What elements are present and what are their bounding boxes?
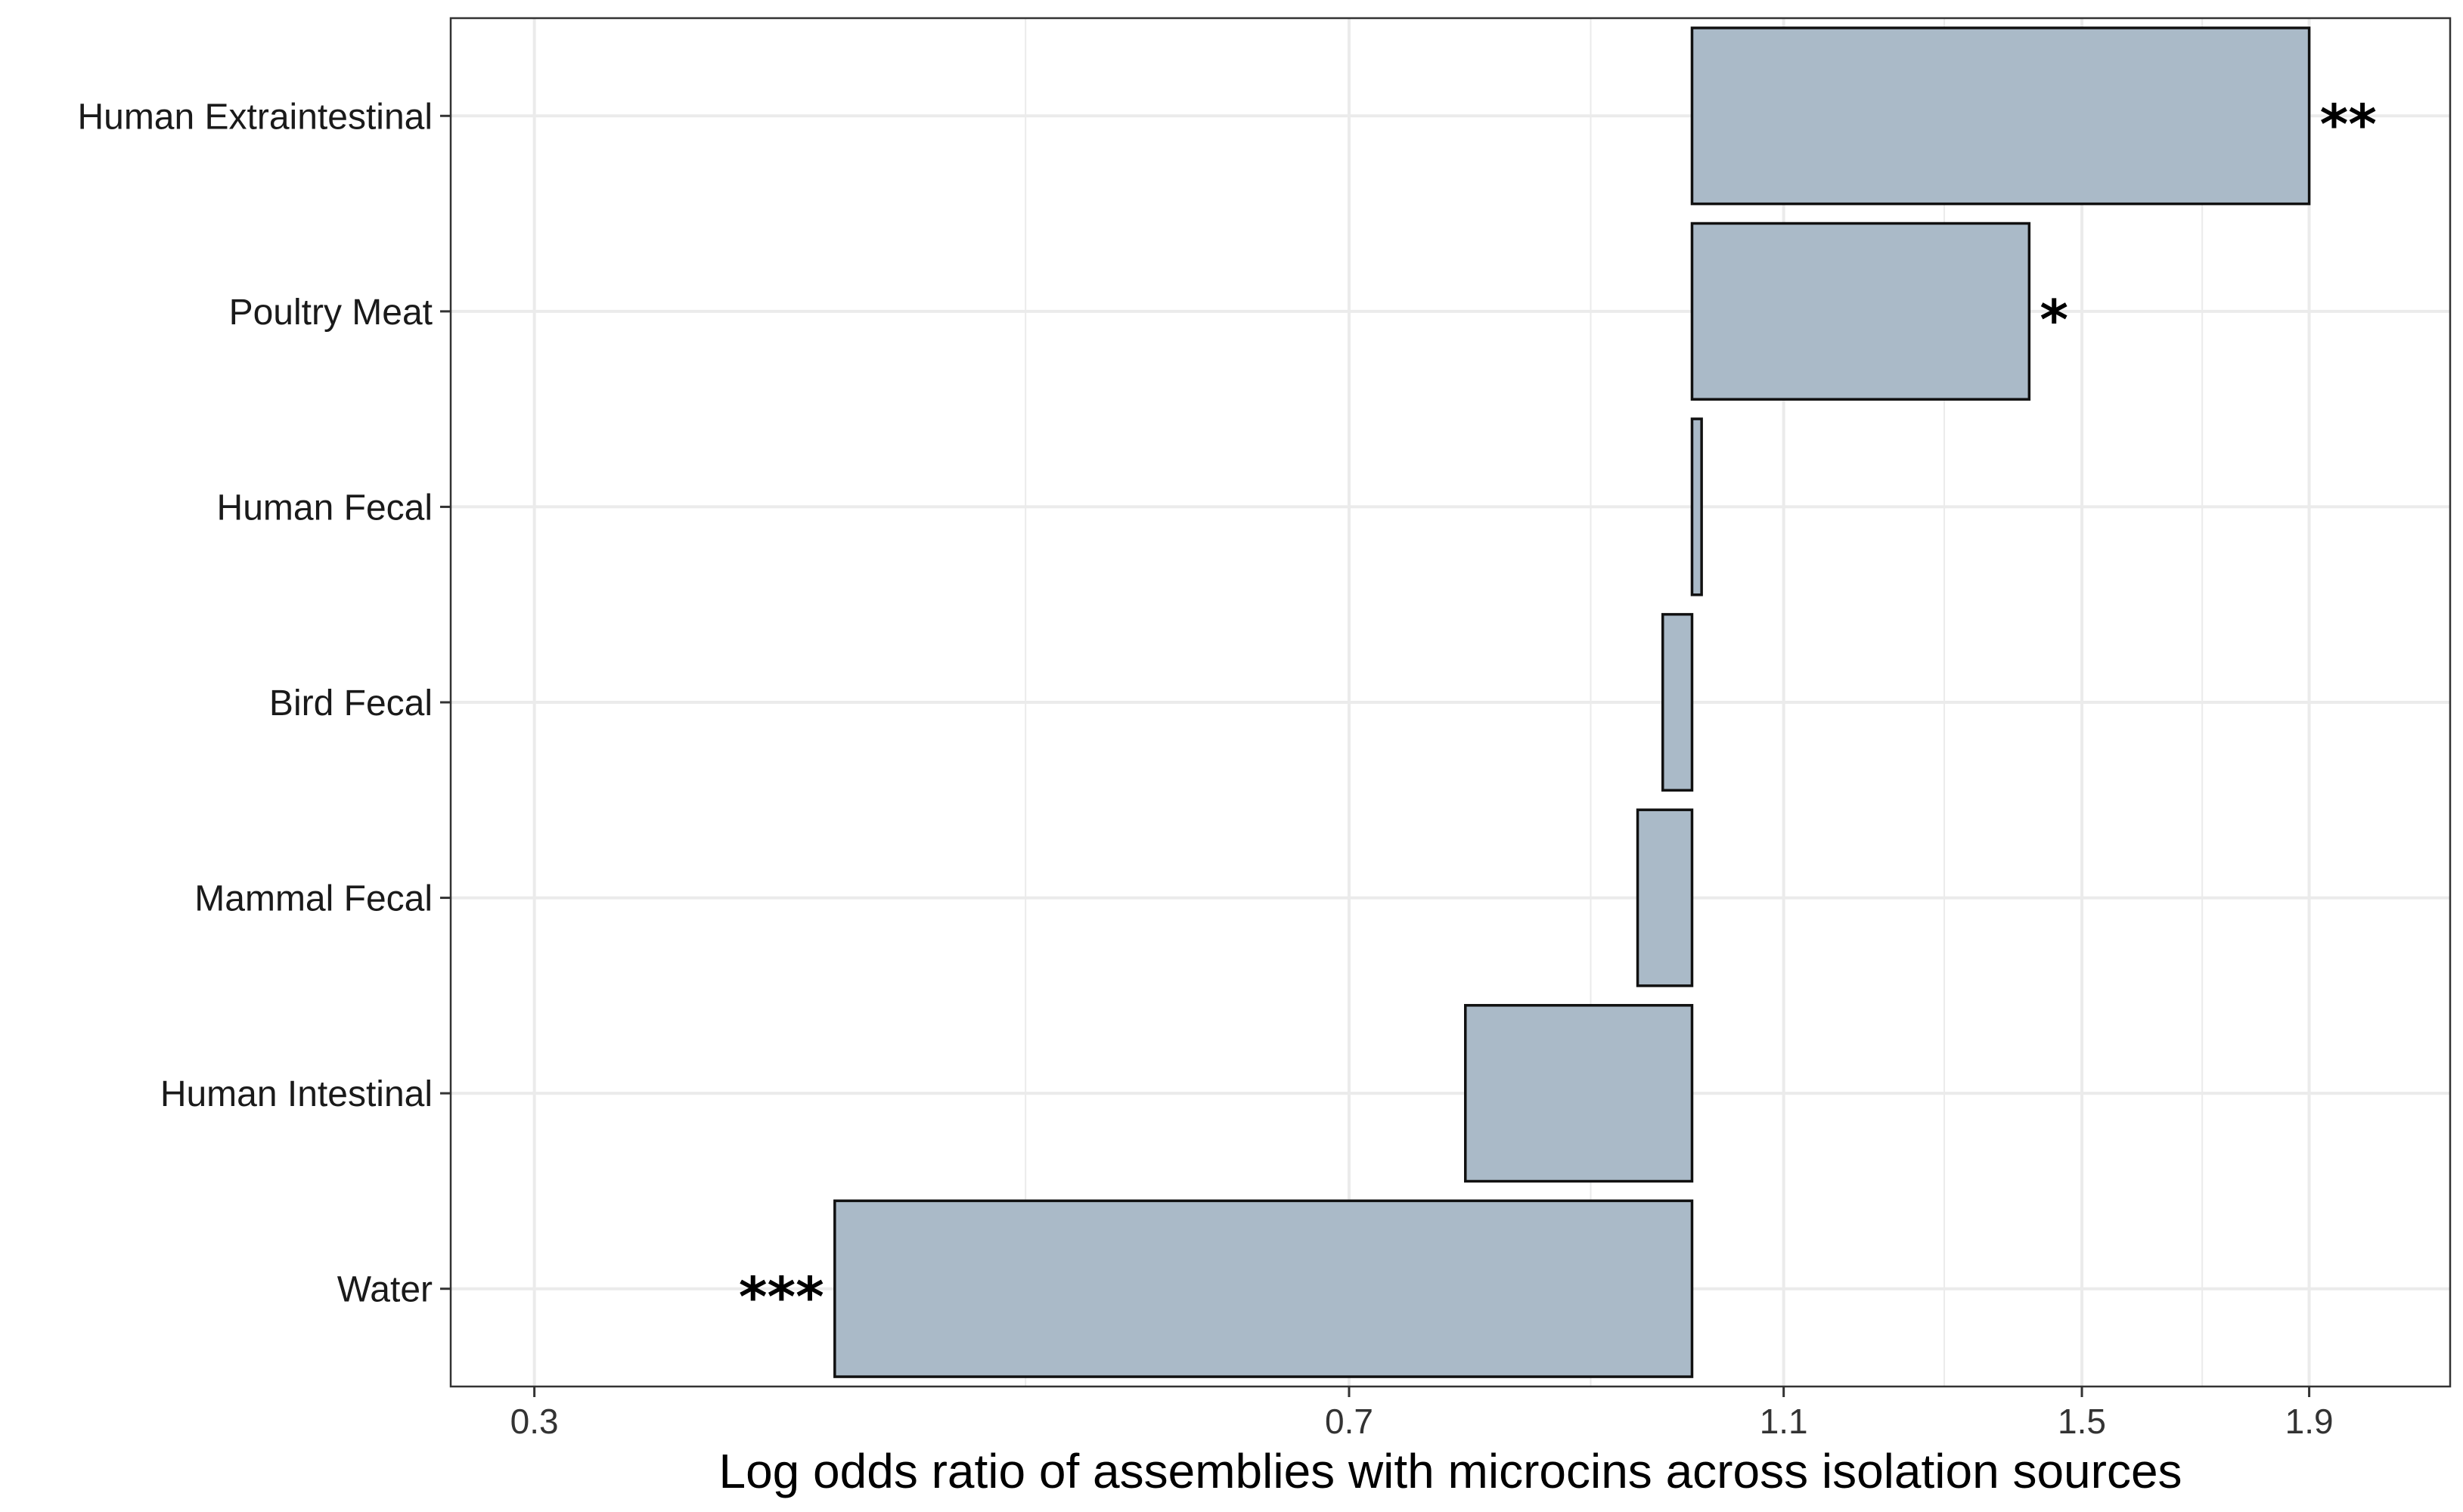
x-tick-label: 0.3 [510, 1402, 559, 1441]
y-tick-label: Poultry Meat [229, 293, 433, 333]
plot-panel-border [449, 17, 2452, 1388]
y-axis: Human Extraintestinal Poultry Meat Human F… [77, 97, 451, 1310]
y-tick-label: Water [337, 1270, 433, 1310]
bar-water [833, 1199, 1694, 1378]
bar-mammal-fecal [1636, 808, 1694, 987]
significance-label: ** [2320, 92, 2377, 156]
x-tick-label: 1.9 [2285, 1402, 2334, 1441]
bar-poultry-meat [1690, 222, 2031, 401]
x-tick-label: 1.1 [1760, 1402, 1808, 1441]
bars [833, 26, 2311, 1378]
x-tick-label: 0.7 [1325, 1402, 1373, 1441]
y-tick-label: Human Fecal [217, 488, 433, 528]
x-axis: 0.3 0.7 1.1 1.5 1.9 [510, 1387, 2334, 1441]
x-tick-label: 1.5 [2058, 1402, 2106, 1441]
significance-label: *** [739, 1266, 824, 1329]
grid-lines [451, 18, 2450, 1387]
significance-label: * [2040, 288, 2068, 352]
y-tick-label: Human Extraintestinal [77, 97, 433, 137]
y-tick-label: Mammal Fecal [194, 879, 433, 919]
bar-human-extraintestinal [1690, 26, 2311, 206]
x-axis-title: Log odds ratio of assemblies with microc… [718, 1444, 2182, 1498]
y-tick-label: Bird Fecal [269, 683, 433, 723]
significance-markers: ****** [739, 92, 2377, 1328]
bar-bird-fecal [1661, 612, 1694, 792]
bar-human-fecal [1690, 417, 1703, 596]
y-tick-label: Human Intestinal [160, 1074, 433, 1114]
bar-human-intestinal [1464, 1004, 1694, 1183]
